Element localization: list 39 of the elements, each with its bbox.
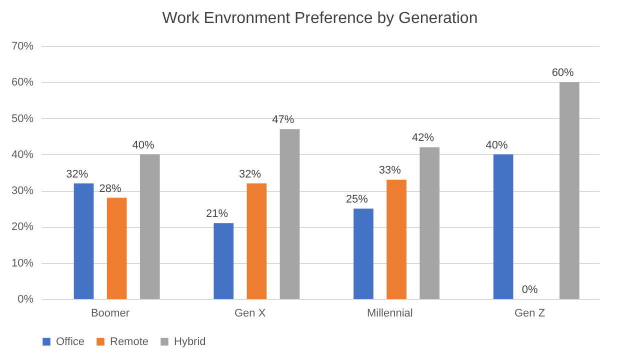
data-label: 32% [66, 168, 88, 180]
bar [493, 154, 514, 299]
bar [214, 223, 234, 299]
data-label: 40% [132, 139, 154, 152]
bar [386, 180, 406, 299]
bar [74, 183, 94, 299]
data-label: 32% [239, 168, 262, 180]
data-label: 47% [272, 114, 294, 126]
data-label: 40% [486, 139, 508, 152]
data-label: 21% [206, 208, 228, 220]
data-label: 60% [552, 67, 574, 80]
data-label: 28% [99, 182, 122, 195]
bar [106, 198, 127, 299]
x-tick-label: Boomer [90, 308, 130, 320]
legend-label: Hybrid [174, 336, 206, 348]
y-tick-label: 10% [11, 257, 34, 270]
y-tick-label: 60% [11, 76, 34, 89]
bar [420, 147, 440, 299]
y-tick-label: 20% [11, 221, 34, 234]
x-tick-label: Gen X [234, 308, 266, 320]
y-tick-label: 70% [11, 40, 34, 52]
bar [246, 183, 267, 299]
chart-title: Work Envronment Preference by Generation [162, 10, 478, 27]
legend-label: Remote [110, 336, 149, 348]
data-label: 0% [522, 284, 538, 296]
data-label: 25% [346, 194, 368, 206]
x-tick-label: Millennial [366, 308, 413, 320]
bar [140, 154, 160, 299]
y-tick-label: 30% [11, 185, 34, 198]
y-tick-label: 50% [11, 112, 34, 125]
data-label: 42% [412, 132, 434, 144]
y-tick-label: 40% [11, 148, 34, 161]
bar [280, 129, 300, 299]
bar [560, 82, 580, 299]
data-label: 33% [378, 164, 402, 177]
bar [354, 208, 374, 299]
x-tick-label: Gen Z [514, 308, 546, 320]
legend-label: Office [56, 336, 85, 348]
y-tick-label: 0% [18, 294, 34, 306]
